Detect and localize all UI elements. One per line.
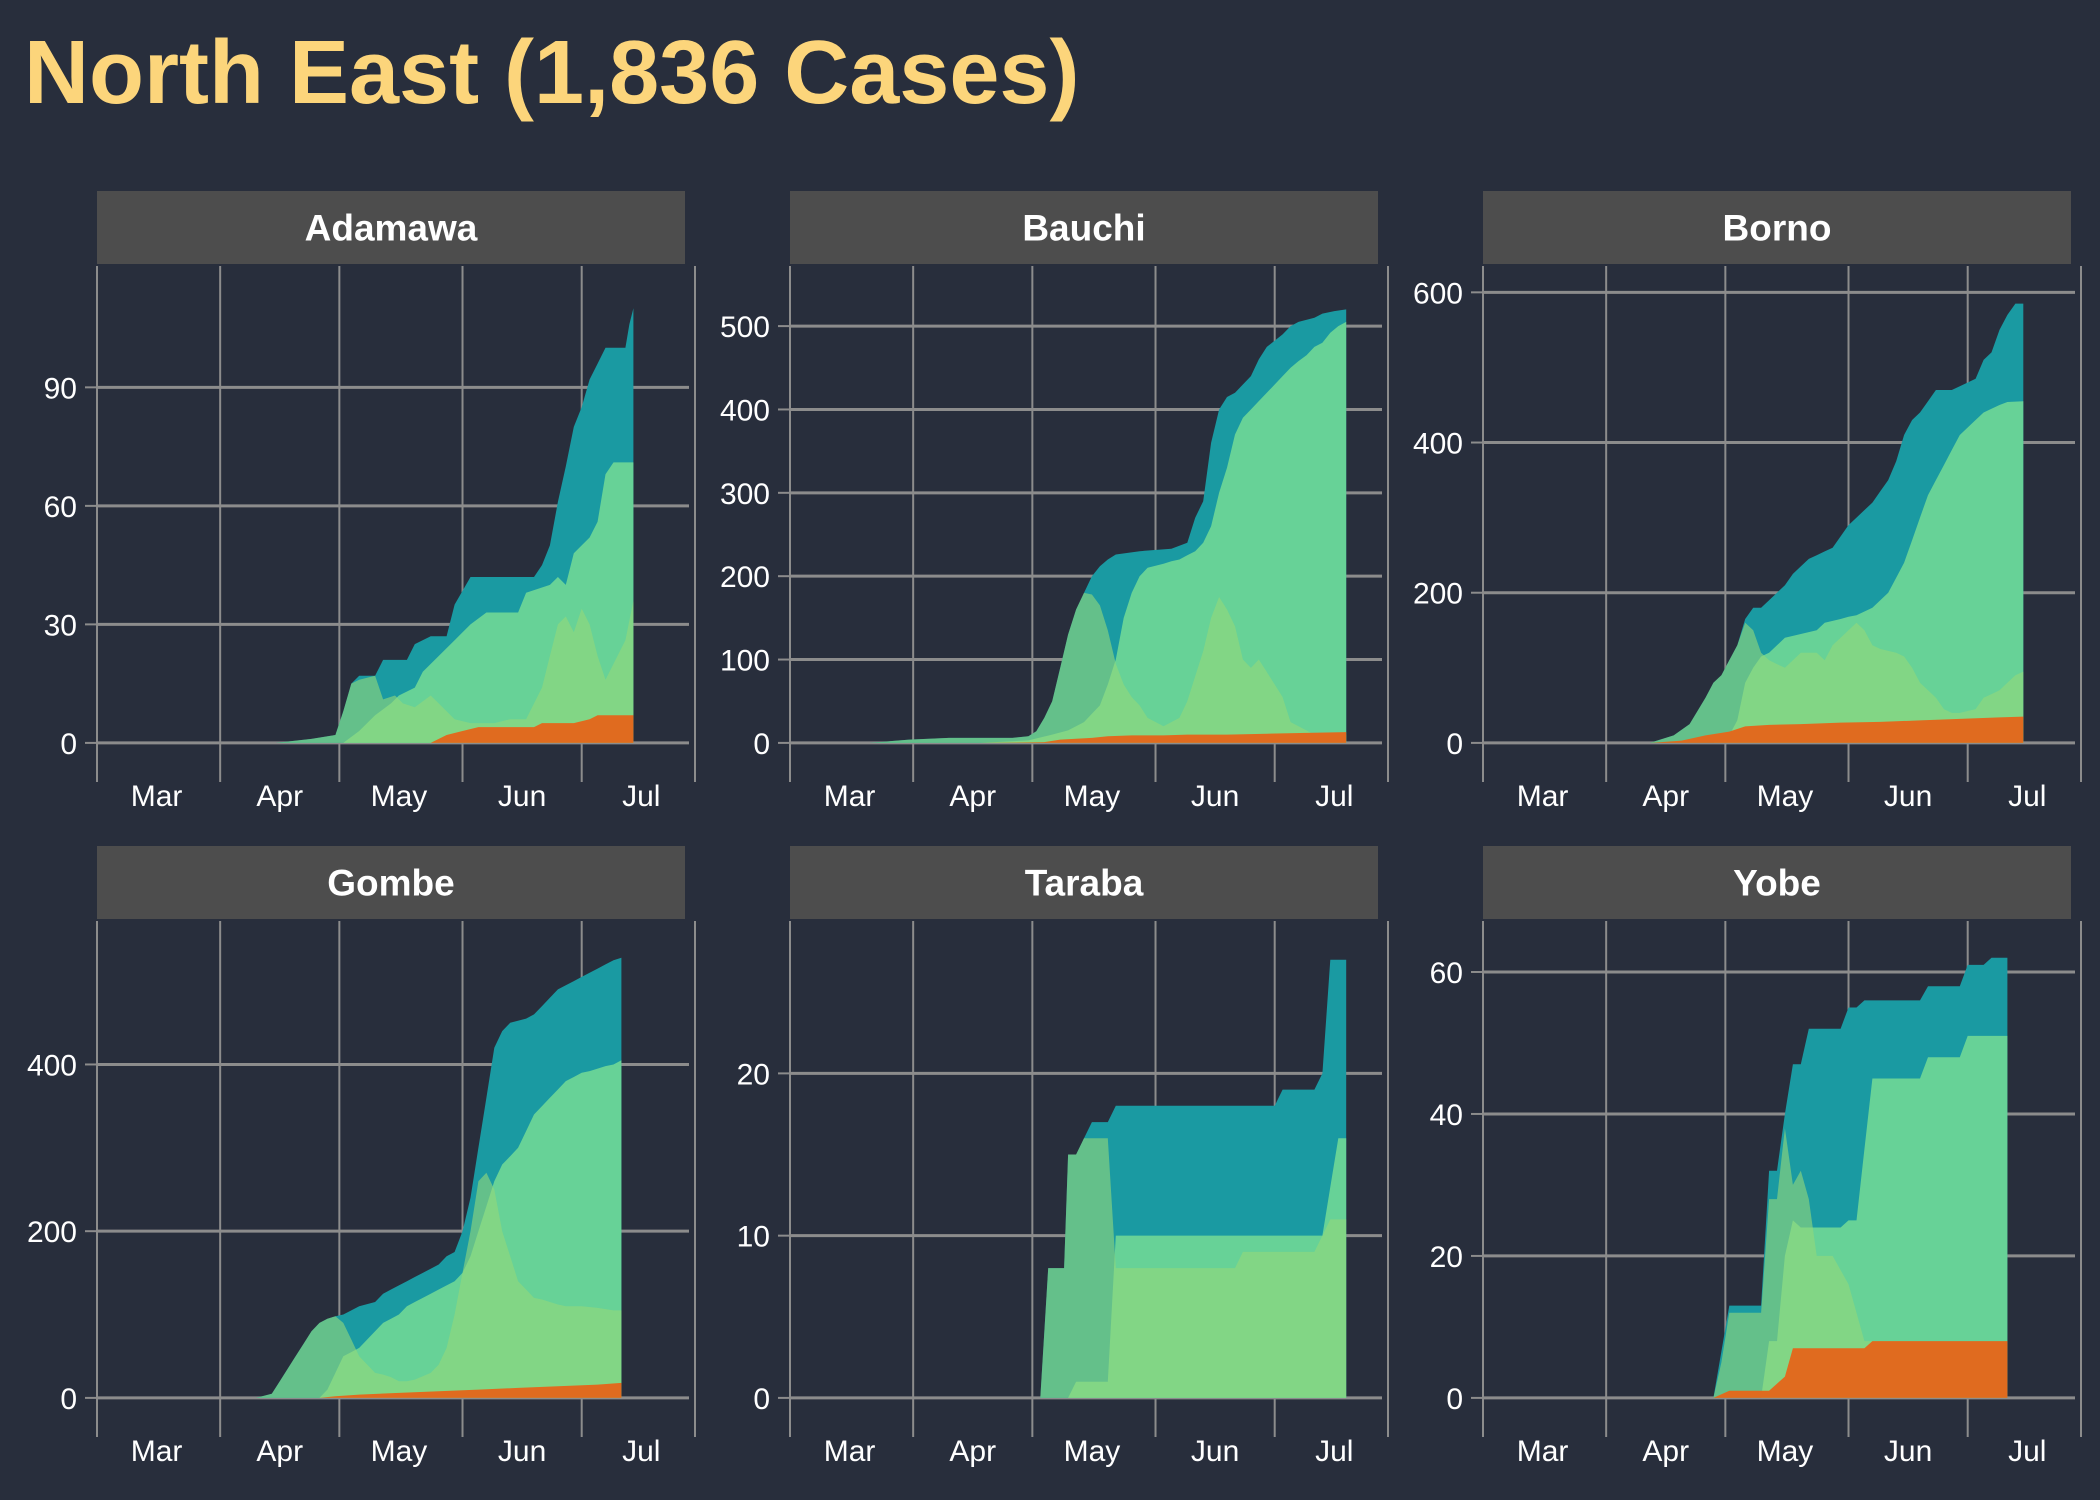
area-active <box>275 600 634 743</box>
x-tick-label: May <box>1064 1435 1121 1468</box>
area-deaths <box>1713 1341 2008 1398</box>
panel-strip-label: Bauchi <box>1022 208 1145 249</box>
x-tick-label: Apr <box>256 1435 303 1468</box>
area-active <box>1040 1138 1347 1398</box>
chart-title: North East (1,836 Cases) <box>24 23 1080 123</box>
y-tick-label: 0 <box>753 1383 770 1416</box>
panel-strip-label: Borno <box>1723 208 1832 249</box>
y-tick-label: 200 <box>1413 578 1463 611</box>
panel-strip <box>790 191 1378 264</box>
panel-strip-label: Gombe <box>327 863 454 904</box>
y-tick-label: 40 <box>1430 1099 1463 1132</box>
x-tick-label: May <box>371 780 428 813</box>
y-tick-label: 0 <box>1446 728 1463 761</box>
y-tick-label: 10 <box>737 1221 770 1254</box>
y-tick-label: 60 <box>1430 957 1463 990</box>
area-deaths <box>1649 716 2024 743</box>
x-tick-label: Apr <box>949 1435 996 1468</box>
panel-borno: Borno 0 200 400 600 Mar Apr May Jun Jul <box>1413 191 2082 813</box>
y-tick-label: 100 <box>720 645 770 678</box>
x-tick-label: Apr <box>1642 1435 1689 1468</box>
x-tick-label: Mar <box>824 1435 876 1468</box>
panel-strip <box>97 191 685 264</box>
y-tick-label: 90 <box>44 372 77 405</box>
x-tick-label: May <box>1064 780 1121 813</box>
area-deaths <box>319 1382 622 1398</box>
panel-strip <box>1483 191 2071 264</box>
y-tick-label: 200 <box>720 561 770 594</box>
panel-strip <box>97 846 685 919</box>
x-tick-label: May <box>371 1435 428 1468</box>
panel-adamawa: Adamawa 0 30 60 90 Mar Apr May Jun Jul <box>44 191 696 813</box>
y-tick-label: 30 <box>44 609 77 642</box>
x-tick-label: Jun <box>1191 780 1239 813</box>
x-tick-label: Jul <box>1315 1435 1353 1468</box>
panel-strip-label: Taraba <box>1025 863 1144 904</box>
y-tick-label: 400 <box>1413 428 1463 461</box>
y-tick-label: 200 <box>27 1216 77 1249</box>
x-tick-label: Mar <box>824 780 876 813</box>
y-tick-label: 300 <box>720 478 770 511</box>
area-active <box>1649 622 2024 743</box>
y-tick-label: 400 <box>27 1049 77 1082</box>
panel-gombe: Gombe 0 200 400 Mar Apr May Jun Jul <box>27 846 696 1468</box>
x-tick-label: May <box>1757 780 1814 813</box>
x-tick-label: Jul <box>2008 780 2046 813</box>
x-tick-label: Jun <box>1884 780 1932 813</box>
panel-yobe: Yobe 0 20 40 60 Mar Apr May Jun Jul <box>1430 846 2082 1468</box>
x-tick-label: May <box>1757 1435 1814 1468</box>
panel-strip <box>1483 846 2071 919</box>
panel-strip-label: Yobe <box>1733 863 1821 904</box>
x-tick-label: Apr <box>256 780 303 813</box>
y-tick-label: 400 <box>720 394 770 427</box>
y-tick-label: 0 <box>1446 1383 1463 1416</box>
x-tick-label: Jun <box>498 780 546 813</box>
y-tick-label: 0 <box>753 728 770 761</box>
x-tick-label: Mar <box>1517 780 1569 813</box>
area-recovered <box>1713 401 2024 743</box>
y-tick-label: 0 <box>60 1383 77 1416</box>
area-recovered <box>980 321 1347 743</box>
y-tick-label: 60 <box>44 491 77 524</box>
panel-strip-label: Adamawa <box>305 208 478 249</box>
y-tick-label: 0 <box>60 728 77 761</box>
area-active <box>1713 1128 2008 1398</box>
area-deaths <box>980 732 1347 743</box>
y-tick-label: 500 <box>720 311 770 344</box>
x-tick-label: Mar <box>131 1435 183 1468</box>
x-tick-label: Jul <box>1315 780 1353 813</box>
panel-bauchi: Bauchi 0 100 200 300 400 500 Mar Apr May Jun Jul <box>720 191 1389 813</box>
y-tick-label: 20 <box>1430 1241 1463 1274</box>
y-tick-label: 20 <box>737 1058 770 1091</box>
area-deaths <box>375 715 634 743</box>
x-tick-label: Mar <box>1517 1435 1569 1468</box>
x-tick-label: Jun <box>498 1435 546 1468</box>
x-tick-label: Jun <box>1191 1435 1239 1468</box>
x-tick-label: Jul <box>2008 1435 2046 1468</box>
x-tick-label: Apr <box>949 780 996 813</box>
area-active <box>869 592 1347 743</box>
x-tick-label: Apr <box>1642 780 1689 813</box>
x-tick-label: Jun <box>1884 1435 1932 1468</box>
x-tick-label: Mar <box>131 780 183 813</box>
y-tick-label: 600 <box>1413 277 1463 310</box>
x-tick-label: Jul <box>622 780 660 813</box>
area-active <box>255 1172 622 1398</box>
panel-taraba: Taraba 0 10 20 Mar Apr May Jun Jul <box>737 846 1389 1468</box>
x-tick-label: Jul <box>622 1435 660 1468</box>
panel-strip <box>790 846 1378 919</box>
